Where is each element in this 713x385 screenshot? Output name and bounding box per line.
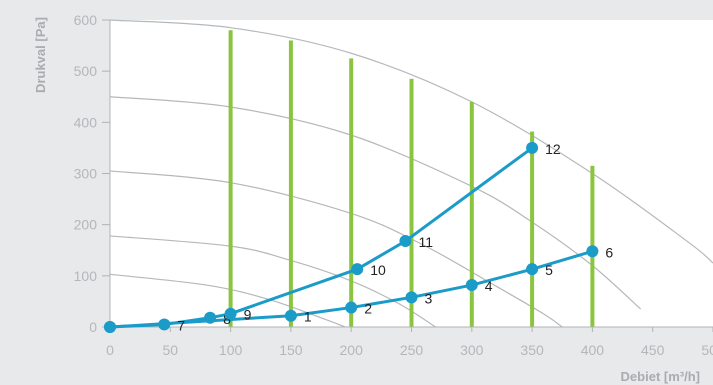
fan-curve-1 (109, 19, 713, 264)
bar-150 (288, 40, 293, 327)
x-tick-label: 200 (340, 342, 364, 358)
data-point (158, 318, 171, 331)
x-tick-label: 400 (581, 342, 605, 358)
bar-200 (349, 58, 354, 327)
point-label-3: 3 (425, 290, 433, 306)
bar-100 (228, 30, 233, 327)
x-tick-label: 50 (163, 342, 179, 358)
data-point (465, 279, 478, 292)
data-point (526, 263, 539, 276)
data-point (204, 311, 217, 324)
data-point (405, 291, 418, 304)
point-label-7: 7 (177, 317, 185, 333)
data-point (526, 141, 539, 154)
fan-curve-2 (109, 96, 642, 310)
x-tick-label: 0 (106, 342, 114, 358)
data-point (104, 321, 116, 333)
fan-curve-5 (109, 273, 346, 328)
point-label-6: 6 (605, 244, 613, 260)
point-label-2: 2 (364, 301, 372, 317)
data-point (399, 235, 412, 248)
point-label-4: 4 (485, 278, 493, 294)
y-axis-title: Drukval [Pa] (33, 17, 48, 93)
x-tick-label: 150 (279, 342, 303, 358)
x-tick-label: 100 (219, 342, 243, 358)
x-tick-label: 500 (701, 342, 713, 358)
bar-250 (409, 78, 414, 327)
bar-300 (469, 101, 474, 327)
point-label-10: 10 (370, 262, 386, 278)
point-label-11: 11 (418, 234, 433, 250)
axes (102, 19, 713, 332)
data-point (224, 307, 237, 320)
bar-350 (530, 131, 535, 327)
point-label-8: 8 (223, 311, 231, 327)
point-label-1: 1 (304, 309, 312, 325)
x-tick-label: 350 (520, 342, 544, 358)
point-label-5: 5 (545, 262, 553, 278)
y-tick-label: 100 (74, 268, 98, 284)
y-tick-label: 500 (74, 63, 98, 79)
y-tick-label: 0 (89, 319, 97, 335)
y-tick-label: 300 (74, 166, 98, 182)
data-point (284, 309, 297, 322)
x-tick-label: 450 (641, 342, 665, 358)
x-axis-title: Debiet [m³/h] (621, 369, 700, 384)
y-tick-label: 600 (74, 12, 98, 28)
fan-curve-4 (109, 235, 436, 328)
x-tick-label: 250 (400, 342, 424, 358)
y-tick-label: 200 (74, 217, 98, 233)
point-label-12: 12 (545, 141, 561, 157)
point-label-9: 9 (244, 307, 252, 323)
data-point (351, 263, 364, 276)
x-tick-label: 300 (460, 342, 484, 358)
data-point (345, 301, 358, 314)
y-tick-label: 400 (74, 114, 98, 130)
data-point (586, 245, 599, 258)
